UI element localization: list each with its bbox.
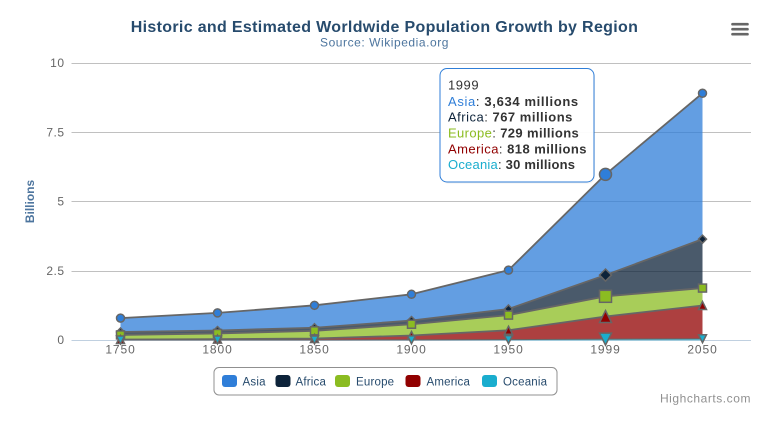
svg-text:Historic and Estimated Worldwi: Historic and Estimated Worldwide Populat… — [131, 19, 639, 36]
svg-text:1800: 1800 — [202, 343, 232, 357]
svg-text:1999: 1999 — [590, 343, 620, 357]
svg-text:Europe: 729 millions: Europe: 729 millions — [448, 126, 579, 141]
svg-text:Europe: Europe — [356, 377, 394, 389]
svg-text:Oceania: 30 millions: Oceania: 30 millions — [448, 157, 575, 172]
svg-text:Asia: Asia — [243, 377, 267, 389]
svg-text:Highcharts.com: Highcharts.com — [660, 392, 751, 406]
svg-text:10: 10 — [50, 56, 64, 70]
svg-text:0: 0 — [57, 333, 64, 347]
svg-text:America: 818 millions: America: 818 millions — [448, 142, 587, 157]
svg-text:Africa: Africa — [296, 377, 327, 389]
svg-text:2.5: 2.5 — [46, 264, 64, 278]
svg-text:1950: 1950 — [493, 343, 523, 357]
svg-text:Billions: Billions — [23, 180, 37, 224]
svg-text:Source: Wikipedia.org: Source: Wikipedia.org — [320, 36, 449, 50]
svg-text:1750: 1750 — [105, 343, 135, 357]
svg-text:1850: 1850 — [299, 343, 329, 357]
svg-text:America: America — [427, 377, 471, 389]
svg-text:2050: 2050 — [687, 343, 717, 357]
svg-text:Africa: 767 millions: Africa: 767 millions — [448, 110, 573, 125]
svg-text:Oceania: Oceania — [503, 377, 548, 389]
svg-text:7.5: 7.5 — [46, 125, 64, 139]
svg-text:1900: 1900 — [396, 343, 426, 357]
svg-text:5: 5 — [57, 195, 64, 209]
svg-text:Asia: 3,634 millions: Asia: 3,634 millions — [448, 94, 579, 109]
svg-text:1999: 1999 — [448, 78, 479, 93]
